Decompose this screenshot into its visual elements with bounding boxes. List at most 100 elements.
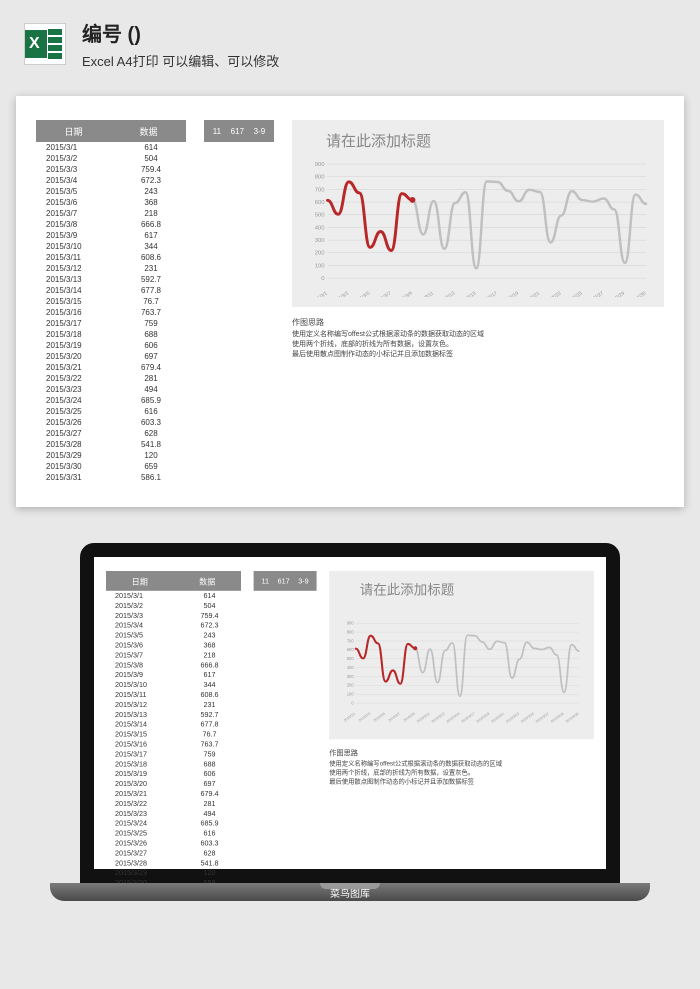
svg-text:900: 900 — [347, 621, 355, 626]
svg-text:2015/3/21: 2015/3/21 — [520, 290, 542, 297]
table-row: 2015/3/16763.7 — [106, 739, 241, 749]
stat-a: 11 — [213, 127, 221, 136]
notes-line: 使用两个折线，底部的折线为所有数据，设置灰色。 — [292, 340, 664, 350]
table-row: 2015/3/28541.8 — [106, 858, 241, 868]
page-header: X 编号 () Excel A4打印 可以编辑、可以修改 — [0, 0, 700, 88]
svg-text:2015/3/11: 2015/3/11 — [414, 290, 435, 297]
svg-text:2015/3/1: 2015/3/1 — [343, 712, 356, 723]
data-table: 日期 数据 2015/3/16142015/3/25042015/3/3759.… — [106, 571, 241, 898]
chart-notes: 作图思路 使用定义名称编写offest公式根据滚动条的数据获取动态的区域 使用两… — [329, 748, 593, 786]
table-row: 2015/3/30659 — [36, 461, 186, 472]
svg-text:0: 0 — [351, 701, 354, 706]
svg-text:400: 400 — [315, 225, 326, 231]
excel-icon: X — [24, 23, 66, 65]
svg-text:2015/3/1: 2015/3/1 — [310, 290, 329, 297]
table-row: 2015/3/11608.6 — [36, 252, 186, 263]
table-row: 2015/3/20697 — [106, 779, 241, 789]
svg-text:100: 100 — [347, 692, 355, 697]
table-row: 2015/3/19606 — [106, 769, 241, 779]
svg-text:2015/3/9: 2015/3/9 — [403, 712, 416, 723]
svg-text:500: 500 — [347, 656, 355, 661]
page-title: 编号 () — [82, 18, 279, 47]
svg-text:2015/3/25: 2015/3/25 — [562, 290, 584, 297]
table-row: 2015/3/14677.8 — [106, 720, 241, 730]
svg-text:2015/3/5: 2015/3/5 — [373, 712, 386, 723]
svg-text:2015/4/30: 2015/4/30 — [626, 290, 648, 297]
table-row: 2015/3/1576.7 — [36, 296, 186, 307]
table-row: 2015/3/4672.3 — [36, 175, 186, 186]
chart-container: 请在此添加标题 01002003004005006007008009002015… — [292, 120, 664, 307]
svg-text:2015/3/21: 2015/3/21 — [490, 712, 505, 724]
notes-line: 最后使用散点图制作动态的小标记并且添加数据标签 — [292, 350, 664, 360]
table-row: 2015/3/6368 — [106, 640, 241, 650]
chart-container: 请在此添加标题 01002003004005006007008009002015… — [329, 571, 593, 739]
svg-text:2015/3/29: 2015/3/29 — [550, 712, 565, 724]
notes-line: 使用定义名称编写offest公式根据滚动条的数据获取动态的区域 — [292, 330, 664, 340]
svg-text:200: 200 — [315, 251, 326, 257]
col-header-date: 日期 — [106, 571, 174, 591]
svg-text:2015/3/3: 2015/3/3 — [331, 290, 350, 297]
table-row: 2015/3/21679.4 — [106, 789, 241, 799]
stat-box: 11 617 3-9 — [204, 120, 274, 142]
svg-text:2015/3/15: 2015/3/15 — [456, 290, 478, 297]
table-row: 2015/3/29120 — [36, 450, 186, 461]
table-row: 2015/3/16763.7 — [36, 307, 186, 318]
table-row: 2015/3/25616 — [106, 828, 241, 838]
table-row: 2015/3/26603.3 — [36, 417, 186, 428]
col-header-value: 数据 — [174, 571, 242, 591]
table-row: 2015/3/21679.4 — [36, 362, 186, 373]
table-row: 2015/3/6368 — [36, 197, 186, 208]
notes-title: 作图思路 — [292, 317, 664, 328]
table-row: 2015/3/14677.8 — [36, 285, 186, 296]
svg-text:900: 900 — [315, 162, 326, 168]
svg-text:0: 0 — [321, 276, 325, 282]
table-row: 2015/3/26603.3 — [106, 838, 241, 848]
table-row: 2015/3/12231 — [106, 700, 241, 710]
svg-text:2015/3/25: 2015/3/25 — [520, 712, 535, 724]
table-row: 2015/3/18688 — [106, 759, 241, 769]
table-row: 2015/3/3759.4 — [36, 164, 186, 175]
table-row: 2015/3/3759.4 — [106, 611, 241, 621]
table-row: 2015/3/24685.9 — [36, 395, 186, 406]
svg-text:500: 500 — [315, 213, 326, 219]
table-row: 2015/3/28541.8 — [36, 439, 186, 450]
stat-c: 3-9 — [254, 127, 266, 136]
table-row: 2015/3/31586.1 — [36, 472, 186, 483]
table-row: 2015/3/2504 — [36, 153, 186, 164]
page-subtitle: Excel A4打印 可以编辑、可以修改 — [82, 51, 279, 70]
table-row: 2015/3/23494 — [36, 384, 186, 395]
svg-text:700: 700 — [315, 187, 326, 193]
svg-text:2015/3/13: 2015/3/13 — [435, 290, 457, 297]
svg-text:2015/3/7: 2015/3/7 — [373, 290, 392, 297]
svg-text:600: 600 — [315, 200, 326, 206]
svg-text:2015/3/19: 2015/3/19 — [475, 712, 490, 724]
table-row: 2015/3/20697 — [36, 351, 186, 362]
table-row: 2015/3/22281 — [106, 799, 241, 809]
table-row: 2015/3/19606 — [36, 340, 186, 351]
svg-text:300: 300 — [315, 238, 326, 244]
laptop-mockup: 日期 数据 2015/3/16142015/3/25042015/3/3759.… — [80, 543, 620, 901]
svg-text:2015/3/19: 2015/3/19 — [499, 290, 521, 297]
svg-text:600: 600 — [347, 647, 355, 652]
svg-text:2015/3/17: 2015/3/17 — [477, 290, 499, 297]
laptop-base: 菜鸟图库 — [50, 883, 650, 901]
svg-text:2015/3/3: 2015/3/3 — [358, 712, 371, 723]
svg-text:2015/3/27: 2015/3/27 — [583, 290, 605, 297]
table-row: 2015/3/27628 — [106, 848, 241, 858]
table-row: 2015/3/7218 — [36, 208, 186, 219]
table-row: 2015/3/13592.7 — [36, 274, 186, 285]
svg-text:200: 200 — [347, 683, 355, 688]
table-row: 2015/3/5243 — [36, 186, 186, 197]
table-row: 2015/3/18688 — [36, 329, 186, 340]
table-row: 2015/3/5243 — [106, 630, 241, 640]
table-row: 2015/3/25616 — [36, 406, 186, 417]
stat-b: 617 — [231, 127, 244, 136]
col-header-value: 数据 — [111, 120, 186, 142]
svg-text:100: 100 — [315, 263, 326, 269]
table-row: 2015/3/1576.7 — [106, 729, 241, 739]
document-preview-card: 日期 数据 2015/3/16142015/3/25042015/3/3759.… — [16, 96, 684, 507]
table-row: 2015/3/12231 — [36, 263, 186, 274]
svg-text:2015/3/15: 2015/3/15 — [446, 712, 461, 724]
table-row: 2015/3/7218 — [106, 650, 241, 660]
table-row: 2015/3/24685.9 — [106, 819, 241, 829]
